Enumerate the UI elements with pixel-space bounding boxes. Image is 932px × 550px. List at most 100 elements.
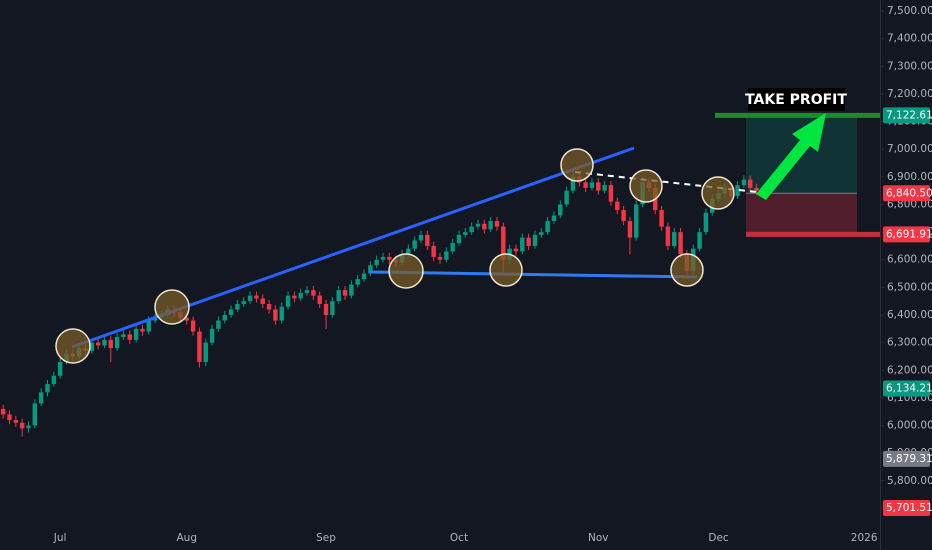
candle-body: [260, 298, 265, 304]
price-tags: 7,122.61 6,840.50 6,691.91 6,134.21 5,879.31…: [883, 107, 932, 517]
candle-body: [203, 342, 208, 362]
candle-body: [342, 290, 348, 296]
candle-body: [425, 234, 430, 246]
loss-zone: [746, 193, 857, 235]
candle-body: [615, 201, 620, 210]
candle-body: [748, 179, 753, 188]
candle-body: [285, 295, 291, 307]
candle-body: [583, 182, 588, 188]
candle-body: [406, 248, 411, 255]
candle-body: [323, 303, 329, 315]
candle-body: [418, 234, 424, 241]
candle-body: [380, 256, 386, 260]
candle-body: [589, 182, 595, 188]
candle-body: [564, 190, 569, 205]
candle-body: [387, 256, 392, 260]
candle-body: [304, 290, 310, 293]
price-tag-label: 5,879.31: [886, 453, 932, 465]
y-tick-label: 6,000.00: [887, 420, 932, 432]
candle-body: [197, 331, 202, 362]
candle-body: [437, 256, 443, 260]
candle-body: [26, 425, 31, 429]
y-tick-label: 6,300.00: [887, 337, 932, 349]
candle-body: [0, 408, 6, 415]
x-tick-label: Dec: [708, 532, 729, 544]
candle-body: [678, 232, 683, 255]
candle-body: [456, 234, 462, 244]
candle-body: [114, 337, 120, 349]
candle-body: [330, 301, 335, 315]
candle-body: [89, 342, 95, 351]
candle-body: [665, 226, 671, 246]
candle-body: [266, 303, 272, 310]
touch-circle: [560, 148, 594, 182]
drawings: TAKE PROFIT: [55, 88, 847, 364]
price-tag: [883, 107, 930, 124]
y-tick-label: 7,500.00: [887, 5, 932, 17]
price-tag-label: 5,701.51: [886, 502, 932, 514]
candle-body: [551, 215, 557, 222]
candle-body: [228, 309, 234, 315]
candle-body: [627, 221, 633, 238]
neckline: [574, 171, 758, 193]
candle-body: [374, 259, 379, 266]
candle-body: [95, 342, 101, 346]
price-tag: [883, 185, 930, 202]
y-tick-label: 6,400.00: [887, 309, 932, 321]
candle-body: [190, 320, 196, 332]
candle-body: [488, 221, 493, 230]
price-tag: [883, 380, 930, 397]
y-tick-label: 6,900.00: [887, 171, 932, 183]
candle-body: [608, 185, 614, 202]
candle-body: [133, 328, 139, 340]
candle-body: [513, 248, 519, 252]
y-tick-label: 7,000.00: [887, 143, 932, 155]
candle-body: [38, 392, 44, 404]
candle-body: [482, 223, 487, 230]
candle-body: [241, 301, 246, 304]
candle-body: [273, 309, 278, 321]
candle-body: [463, 232, 468, 235]
x-tick-label: Aug: [177, 532, 198, 544]
candle-body: [494, 221, 500, 227]
candle-body: [754, 187, 759, 191]
target-arrow: [756, 113, 826, 200]
candle-body: [469, 226, 474, 233]
candle-body: [475, 223, 481, 227]
candle-body: [697, 232, 702, 249]
take-profit-label: TAKE PROFIT: [745, 92, 847, 108]
touch-circle: [629, 169, 663, 203]
candle-body: [45, 384, 50, 393]
support-line: [369, 270, 698, 279]
candle-body: [140, 328, 145, 332]
candle-body: [19, 422, 25, 429]
candle-body: [146, 320, 151, 332]
y-tick-label: 6,600.00: [887, 254, 932, 266]
candle-body: [741, 179, 747, 186]
candle-body: [355, 279, 360, 285]
candle-body: [298, 292, 303, 299]
candle-body: [292, 295, 297, 299]
price-tag-label: 6,691.91: [886, 228, 932, 240]
candle-body: [311, 290, 316, 296]
candle-body: [108, 339, 114, 349]
price-tag: [883, 226, 930, 243]
candle-body: [570, 176, 576, 191]
candle-body: [361, 273, 367, 280]
touch-circle: [489, 253, 523, 287]
candle-body: [672, 232, 677, 246]
candle-body: [336, 290, 341, 302]
candle-body: [501, 226, 506, 260]
y-tick-label: 7,200.00: [887, 88, 932, 100]
candle-body: [526, 237, 531, 246]
x-tick-label: Sep: [316, 532, 336, 544]
candle-body: [317, 295, 322, 304]
price-tag-label: 6,134.21: [886, 382, 932, 394]
candle-body: [13, 420, 19, 423]
touch-circle: [388, 253, 424, 289]
candle-body: [545, 221, 550, 233]
candle-body: [532, 234, 538, 246]
candle-body: [254, 295, 259, 299]
touch-circle: [55, 328, 91, 364]
